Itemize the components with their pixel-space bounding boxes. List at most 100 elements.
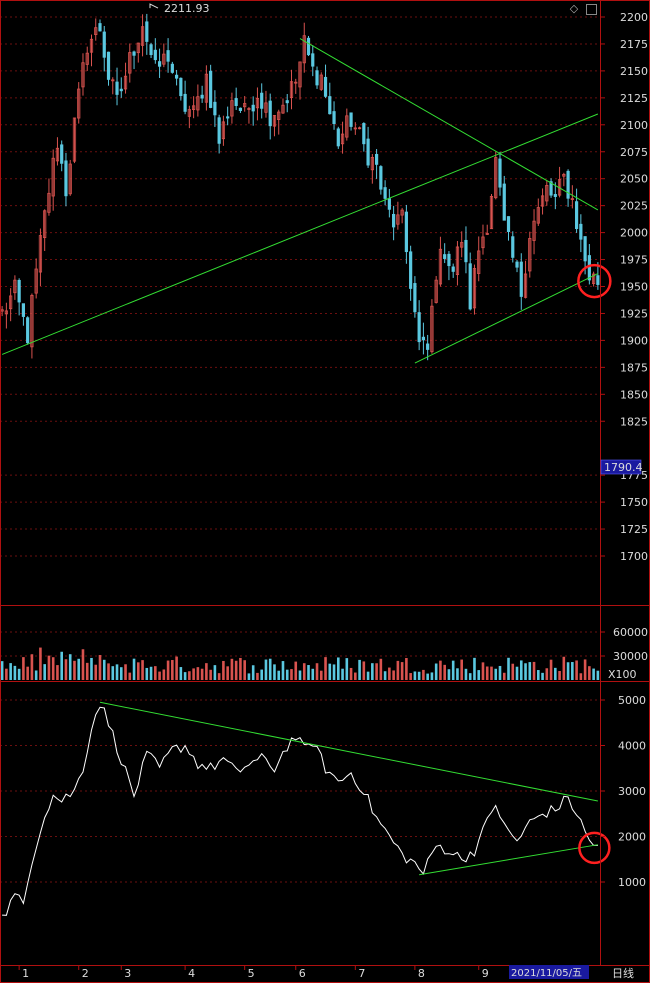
volume-bar [588,666,591,680]
candle-body [111,79,115,82]
volume-bar [132,658,136,680]
y-tick-label: 1925 [620,307,648,320]
candle-body [226,116,230,119]
y-tick-label: 2100 [620,119,648,132]
window-icon[interactable] [586,4,597,15]
diamond-icon[interactable]: ◇ [569,2,579,15]
candle-body [357,127,362,130]
volume-bar [481,662,485,680]
volume-bar [324,657,327,680]
y-tick-label: 1700 [620,550,648,563]
volume-bar [511,663,515,680]
y-tick-label: 2050 [620,173,648,186]
volume-unit-label: X100 [608,668,637,681]
volume-bar [336,657,340,680]
volume-bar [264,659,268,680]
candle-body [162,53,166,65]
volume-bar [328,663,332,680]
candle-body [447,253,451,267]
volume-bar [311,668,315,680]
candle-body [417,312,421,343]
candle-body [523,273,528,298]
volume-bar [98,655,102,680]
candle-body [549,181,553,196]
candle-body [13,279,17,294]
candle-body [221,121,226,140]
candle-body [145,21,149,42]
candle-body [460,242,464,248]
candle-body [506,216,511,232]
y-tick-label: 1725 [620,523,648,536]
trendline [1,113,599,355]
volume-bar [183,672,187,680]
volume-bar [579,673,583,680]
candle-body [553,194,557,197]
candle-body [413,283,417,313]
candle-body [264,102,268,113]
candle-body [298,61,302,88]
candle-body [98,23,102,32]
candle-body [68,163,72,195]
candle-body [366,138,370,166]
volume-bar [473,657,476,680]
volume-bar [73,660,76,680]
volume-bar [115,664,119,680]
volume-bar [575,660,578,680]
candle-body [128,52,132,74]
x-tick-label: 8 [418,967,425,980]
candle-body [89,38,94,53]
candle-body [353,127,357,130]
volume-bar [307,665,310,680]
candle-body [583,236,587,262]
candle-body [183,93,187,112]
candle-body [315,70,319,86]
candle-body [187,109,191,117]
y-tick-label: 2200 [620,11,648,24]
volume-bar [485,666,489,680]
candle-body [238,107,243,111]
y-tick-label: 1975 [620,254,648,267]
candle-body [21,303,26,317]
volume-bar [375,663,378,680]
y-tick-label: 1850 [620,388,648,401]
y-tick-label: 2000 [620,227,648,240]
volume-bar [17,668,21,680]
volume-bar [68,654,72,680]
volume-bar [464,668,468,680]
y-tick-label: 2150 [620,65,648,78]
x-tick-label: 3 [124,967,131,980]
candle-body [17,279,21,303]
candle-body [43,210,47,239]
candle-body [200,94,204,99]
candle-body [234,98,238,107]
y-tick-label: 3000 [618,785,646,798]
volume-bar [285,669,289,680]
volume-bar [39,647,42,680]
volume-bar [51,657,55,680]
candle-body [443,254,447,259]
grid-lines [0,16,600,883]
period-label: 日线 [612,966,634,980]
volume-bar [541,672,544,680]
candle-body [119,88,123,92]
candle-body [455,246,460,276]
indicator-series [2,706,598,916]
candle-body [566,170,570,199]
candle-body [379,166,383,190]
candle-body [426,343,430,350]
volume-bar [192,668,195,680]
candle-body [528,238,532,272]
volume-bar [571,662,574,680]
volume-bar [349,667,353,680]
candle-body [149,44,153,56]
candle-body [340,133,345,145]
candle-body [489,195,494,230]
y-tick-label: 1750 [620,496,648,509]
volume-bar [562,656,566,680]
volume-bar [332,664,336,680]
volume-bar [430,672,434,680]
candle-body [362,123,366,145]
volume-bar [345,658,349,680]
